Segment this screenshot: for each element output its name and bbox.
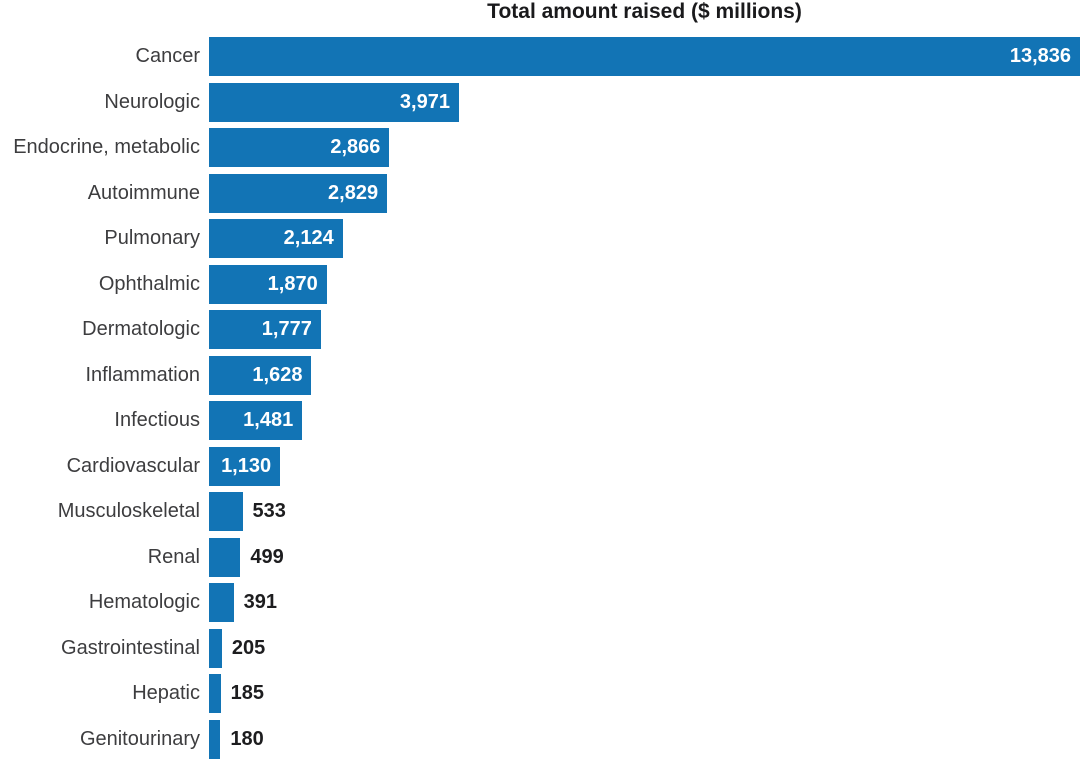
bar-row: Cardiovascular 1,130 bbox=[0, 446, 1080, 486]
category-label: Inflammation bbox=[85, 363, 201, 386]
value-label: 1,130 bbox=[221, 454, 272, 477]
bar-row: Gastrointestinal 205 bbox=[0, 628, 1080, 668]
category-label: Gastrointestinal bbox=[61, 636, 200, 659]
bar-row: Inflammation 1,628 bbox=[0, 355, 1080, 395]
value-label: 499 bbox=[250, 545, 284, 568]
bar-area: 205 bbox=[209, 628, 1080, 668]
bar: 1,870 bbox=[209, 264, 327, 304]
bar-row: Dermatologic 1,777 bbox=[0, 310, 1080, 349]
bar: 2,124 bbox=[209, 219, 343, 258]
bar-row: Hepatic 185 bbox=[0, 674, 1080, 713]
bar-area: 3,971 bbox=[209, 82, 1080, 122]
bar-row: Hematologic 391 bbox=[0, 583, 1080, 622]
category-label: Endocrine, metabolic bbox=[13, 136, 200, 158]
bar bbox=[209, 583, 234, 622]
bar: 1,481 bbox=[209, 401, 303, 440]
bar-row: Endocrine, metabolic 2,866 bbox=[0, 128, 1080, 167]
value-label: 1,777 bbox=[261, 318, 312, 340]
bar bbox=[209, 628, 222, 668]
bar-area: 2,866 bbox=[209, 128, 1080, 167]
category-label: Dermatologic bbox=[82, 318, 200, 340]
bar: 1,628 bbox=[209, 355, 312, 395]
category-label: Hematologic bbox=[88, 591, 200, 613]
category-label: Genitourinary bbox=[79, 727, 200, 750]
bar-area: 1,130 bbox=[209, 446, 1080, 486]
bar bbox=[209, 719, 221, 759]
bar-area: 499 bbox=[209, 537, 1080, 577]
bar-area: 1,481 bbox=[209, 401, 1080, 440]
chart-title: Total amount raised ($ millions) bbox=[487, 0, 802, 23]
bar-area: 2,124 bbox=[209, 219, 1080, 258]
value-label: 2,829 bbox=[328, 181, 379, 204]
bar bbox=[209, 537, 241, 577]
value-label: 205 bbox=[231, 636, 266, 659]
value-label: 1,870 bbox=[267, 272, 318, 295]
value-label: 1,628 bbox=[252, 363, 303, 386]
bar-area: 1,870 bbox=[209, 264, 1080, 304]
value-label: 2,866 bbox=[330, 136, 381, 158]
bar-row: Cancer 13,836 bbox=[0, 37, 1080, 76]
bar-row: Ophthalmic 1,870 bbox=[0, 264, 1080, 304]
bar-row: Genitourinary 180 bbox=[0, 719, 1080, 759]
value-label: 185 bbox=[230, 682, 265, 704]
category-label: Cardiovascular bbox=[66, 454, 200, 477]
value-label: 533 bbox=[252, 500, 286, 522]
bar: 2,866 bbox=[209, 128, 390, 167]
value-label: 2,124 bbox=[283, 227, 334, 249]
bar: 1,777 bbox=[209, 310, 321, 349]
bar-row: Renal 499 bbox=[0, 537, 1080, 577]
bar: 3,971 bbox=[209, 82, 459, 122]
bar-area: 2,829 bbox=[209, 173, 1080, 213]
bar-area: 533 bbox=[209, 492, 1080, 531]
value-label: 391 bbox=[243, 591, 277, 613]
bar-area: 13,836 bbox=[209, 37, 1080, 76]
value-label: 13,836 bbox=[1009, 45, 1071, 67]
bar-area: 185 bbox=[209, 674, 1080, 713]
bar-row: Autoimmune 2,829 bbox=[0, 173, 1080, 213]
category-label: Neurologic bbox=[104, 90, 200, 113]
bar: 2,829 bbox=[209, 173, 388, 213]
category-label: Ophthalmic bbox=[98, 272, 200, 295]
bar-rows: Cancer 13,836 Neurologic 3,971 Endocrine, me… bbox=[0, 37, 1080, 759]
bar-area: 1,777 bbox=[209, 310, 1080, 349]
value-label: 180 bbox=[230, 727, 264, 750]
bar-area: 180 bbox=[209, 719, 1080, 759]
category-label: Autoimmune bbox=[87, 181, 200, 204]
bar-row: Pulmonary 2,124 bbox=[0, 219, 1080, 258]
bar-row: Infectious 1,481 bbox=[0, 401, 1080, 440]
category-label: Renal bbox=[147, 545, 200, 568]
category-label: Pulmonary bbox=[104, 227, 200, 249]
bar: 1,130 bbox=[209, 446, 281, 486]
bar bbox=[209, 674, 221, 713]
value-label: 3,971 bbox=[399, 90, 450, 113]
category-label: Cancer bbox=[135, 45, 200, 67]
category-label: Infectious bbox=[114, 409, 200, 431]
bar-area: 1,628 bbox=[209, 355, 1080, 395]
category-label: Musculoskeletal bbox=[57, 500, 200, 522]
value-label: 1,481 bbox=[243, 409, 294, 431]
bar-row: Neurologic 3,971 bbox=[0, 82, 1080, 122]
category-label: Hepatic bbox=[132, 682, 200, 704]
bar bbox=[209, 492, 243, 531]
bar-area: 391 bbox=[209, 583, 1080, 622]
bar-row: Musculoskeletal 533 bbox=[0, 492, 1080, 531]
bar: 13,836 bbox=[209, 37, 1080, 76]
